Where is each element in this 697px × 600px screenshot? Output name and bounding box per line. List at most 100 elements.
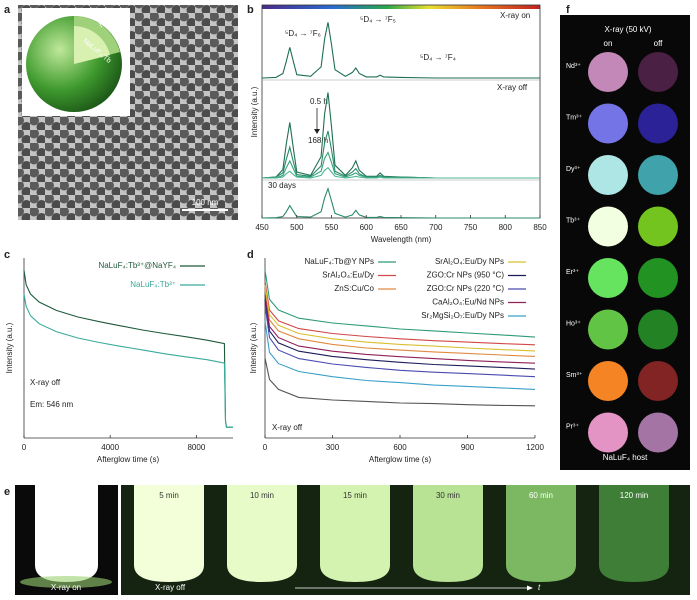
sample-off — [638, 103, 678, 144]
legend-label: ZGO:Cr NPs (950 °C) — [427, 271, 505, 280]
sample-on — [588, 258, 628, 298]
x-tick-label: 650 — [394, 223, 408, 232]
x-tick-label: 0 — [263, 443, 268, 452]
sample-on — [588, 103, 628, 144]
time-label: 10 min — [250, 491, 274, 500]
vial-on — [35, 485, 98, 582]
ion-label: Ho³⁺ — [566, 320, 581, 327]
x-tick-label: 450 — [255, 223, 269, 232]
data-line — [264, 295, 536, 364]
data-line — [264, 281, 536, 346]
data-line — [264, 299, 536, 370]
on-label: X-ray on — [51, 583, 81, 592]
vial — [320, 485, 390, 582]
data-line — [264, 305, 536, 378]
sample-off — [638, 206, 678, 247]
sample-off — [638, 309, 678, 350]
sample-off — [638, 258, 678, 298]
arrow-head — [527, 585, 533, 591]
ion-label: Pr³⁺ — [566, 423, 579, 430]
vial — [227, 485, 297, 582]
x-tick-label: 850 — [533, 223, 547, 232]
sample-off — [638, 52, 678, 92]
x-tick-label: 300 — [326, 443, 340, 452]
panel-letter: b — [247, 4, 254, 16]
data-line — [264, 357, 536, 407]
data-line — [264, 320, 536, 390]
x-axis-label: Afterglow time (s) — [369, 455, 432, 464]
x-axis-label: Afterglow time (s) — [97, 455, 160, 464]
data-line — [262, 166, 540, 179]
legend-label: CaAl₂O₄:Eu/Nd NPs — [432, 298, 504, 307]
transition-label: ⁵D₄ → ⁷F₅ — [360, 15, 396, 24]
time-label: 60 min — [529, 491, 553, 500]
x-tick-label: 600 — [360, 223, 374, 232]
x-tick-label: 700 — [429, 223, 443, 232]
annotation: Em: 546 nm — [30, 400, 73, 409]
legend-label: ZnS:Cu/Co — [334, 284, 374, 293]
footer: NaLuF₄ host — [603, 453, 648, 462]
legend-label: NaLuF₄:Tb³⁺@NaYF₄ — [98, 261, 176, 270]
annotation: X-ray off — [272, 423, 303, 432]
x-tick-label: 500 — [290, 223, 304, 232]
time-label: 5 min — [159, 491, 179, 500]
x-tick-label: 550 — [325, 223, 339, 232]
x-tick-label: 1200 — [526, 443, 544, 452]
ion-label: Tb³⁺ — [566, 217, 581, 224]
data-line — [261, 130, 540, 179]
x-tick-label: 4000 — [101, 443, 119, 452]
ion-label: Nd³⁺ — [566, 63, 581, 70]
panel-letter: d — [247, 249, 254, 261]
annotation: X-ray off — [30, 378, 61, 387]
ion-label: Dy³⁺ — [566, 166, 581, 173]
sample-on — [588, 361, 628, 401]
header: X-ray (50 kV) — [604, 25, 651, 34]
data-line — [261, 186, 540, 219]
photo — [121, 485, 690, 595]
off-label: X-ray off — [155, 583, 186, 592]
panel-letter: c — [4, 249, 10, 261]
panel-letter: e — [4, 486, 10, 498]
data-line — [261, 22, 540, 79]
y-axis-label: Intensity (a.u.) — [249, 322, 258, 373]
ion-label: Tm³⁺ — [566, 114, 582, 121]
x-tick-label: 0 — [22, 443, 27, 452]
sample-on — [588, 412, 628, 453]
y-axis-label: Intensity (a.u.) — [250, 86, 259, 137]
ion-label: Sm³⁺ — [566, 372, 583, 379]
legend-label: NaLuF₄:Tb³⁺ — [130, 280, 176, 289]
sample-off — [638, 412, 678, 453]
data-line — [261, 92, 540, 179]
y-axis-label: Intensity (a.u.) — [5, 322, 14, 373]
sample-on — [588, 206, 628, 247]
sample-on — [588, 155, 628, 195]
sample-off — [638, 361, 678, 401]
legend-label: ZGO:Cr NPs (220 °C) — [427, 284, 505, 293]
x-tick-label: 600 — [393, 443, 407, 452]
x-tick-label: 800 — [499, 223, 513, 232]
vial — [413, 485, 483, 582]
column-label: on — [604, 39, 613, 48]
scale-label: 100 nm — [192, 198, 219, 207]
axis-label: t — [538, 583, 541, 592]
arrow-head — [314, 129, 320, 134]
legend-label: SrAl₂O₄:Eu/Dy NPs — [435, 257, 504, 266]
data-line — [264, 289, 536, 357]
time-label: 120 min — [620, 491, 648, 500]
time-label: 15 min — [343, 491, 367, 500]
legend-label: NaLuF₄:Tb@Y NPs — [305, 257, 374, 266]
ion-label: Er³⁺ — [566, 269, 579, 276]
sample-on — [588, 52, 628, 92]
data-line — [23, 293, 233, 428]
transition-label: ⁵D₄ → ⁷F₆ — [285, 29, 321, 38]
condition-label: 30 days — [268, 181, 296, 190]
legend-label: SrAl₂O₄:Eu/Dy — [322, 271, 374, 280]
panel-letter: a — [4, 4, 11, 16]
vial — [599, 485, 669, 582]
time-label: 168 h — [308, 136, 328, 145]
sample-on — [588, 309, 628, 350]
core — [74, 26, 110, 64]
x-tick-label: 900 — [461, 443, 475, 452]
x-axis-label: Wavelength (nm) — [371, 235, 432, 244]
